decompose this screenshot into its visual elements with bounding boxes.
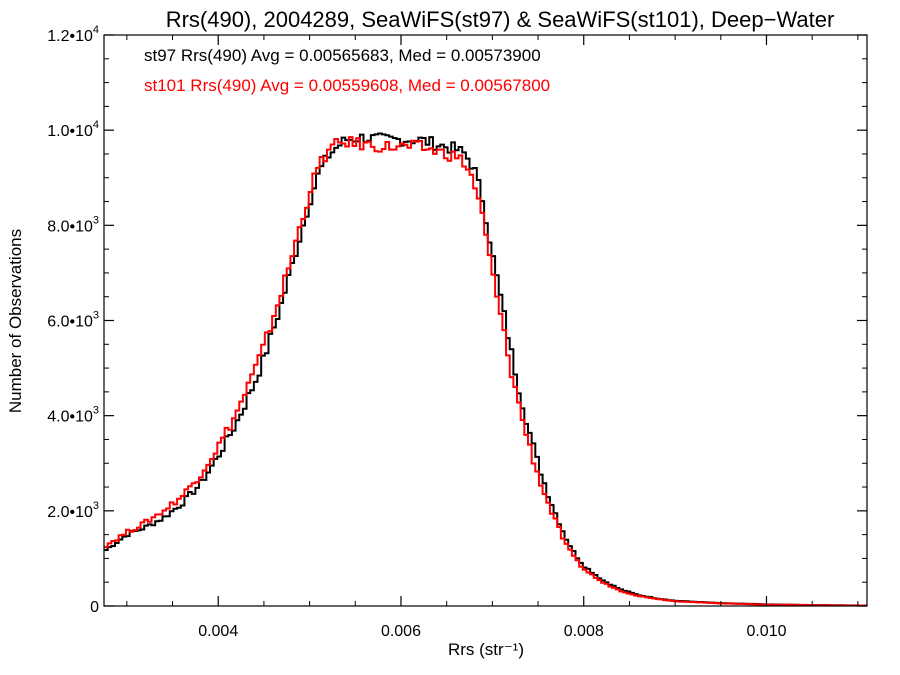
ticks-layer: 0.004 0.006 0.008 0.010 0 2.0•103 4.0•103 6.0•1… [47, 24, 867, 640]
y-tick-label: 0 [90, 599, 99, 616]
y-axis-label: Number of Observations [6, 229, 25, 413]
y-tick-label: 8.0•103 [47, 214, 99, 235]
series-line-0 [104, 132, 867, 607]
annotation-st101: st101 Rrs(490) Avg = 0.00559608, Med = 0… [144, 76, 550, 95]
y-tick-label: 4.0•103 [47, 405, 99, 426]
chart-title: Rrs(490), 2004289, SeaWiFS(st97) & SeaWi… [166, 7, 835, 32]
series-line-1 [104, 136, 867, 607]
series-layer [104, 132, 867, 607]
plot-frame [103, 34, 868, 607]
y-tick-label: 1.0•104 [47, 119, 99, 140]
x-tick-label: 0.006 [381, 623, 421, 640]
x-tick-label: 0.010 [746, 623, 786, 640]
y-tick-label: 1.2•104 [47, 24, 99, 45]
x-tick-label: 0.008 [564, 623, 604, 640]
x-tick-label: 0.004 [198, 623, 238, 640]
annotation-st97: st97 Rrs(490) Avg = 0.00565683, Med = 0.… [144, 46, 541, 65]
y-tick-label: 6.0•103 [47, 310, 99, 331]
y-tick-label: 2.0•103 [47, 500, 99, 521]
x-axis-label: Rrs (str⁻¹) [448, 640, 524, 659]
